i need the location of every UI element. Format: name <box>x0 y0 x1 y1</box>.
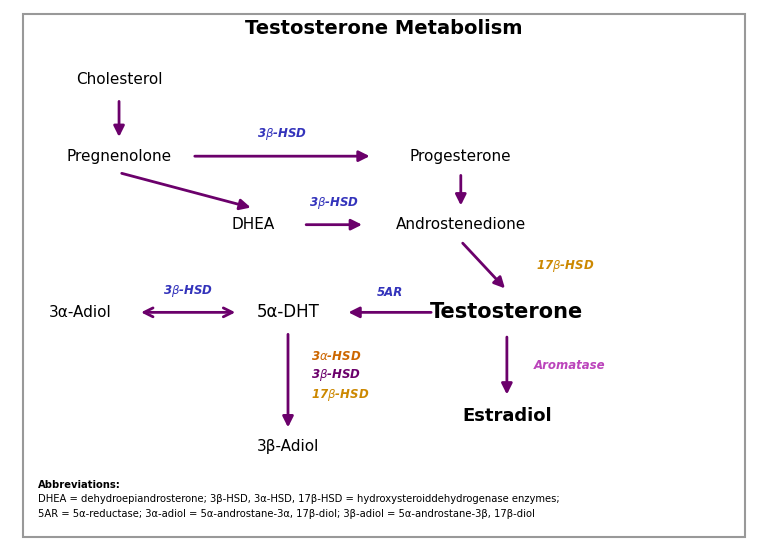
Text: DHEA = dehydroepiandrosterone; 3β-HSD, 3α-HSD, 17β-HSD = hydroxysteroiddehydroge: DHEA = dehydroepiandrosterone; 3β-HSD, 3… <box>38 494 560 504</box>
Text: Pregnenolone: Pregnenolone <box>67 149 171 164</box>
Text: 17$\beta$-HSD: 17$\beta$-HSD <box>311 386 369 403</box>
Text: 5AR = 5α-reductase; 3α-adiol = 5α-androstane-3α, 17β-diol; 3β-adiol = 5α-androst: 5AR = 5α-reductase; 3α-adiol = 5α-andros… <box>38 509 535 518</box>
Text: 17$\beta$-HSD: 17$\beta$-HSD <box>536 258 594 274</box>
Text: Progesterone: Progesterone <box>410 149 511 164</box>
Text: 3$\beta$-HSD: 3$\beta$-HSD <box>257 127 307 142</box>
Text: 5α-DHT: 5α-DHT <box>257 304 319 321</box>
Text: 3α-Adiol: 3α-Adiol <box>49 305 112 320</box>
Text: Androstenedione: Androstenedione <box>396 217 526 232</box>
Text: Aromatase: Aromatase <box>534 359 605 372</box>
Text: 5AR: 5AR <box>376 286 403 299</box>
Text: Testosterone: Testosterone <box>430 302 584 322</box>
Text: 3$\beta$-HSD: 3$\beta$-HSD <box>311 367 361 384</box>
Text: Estradiol: Estradiol <box>462 408 551 425</box>
Text: Testosterone Metabolism: Testosterone Metabolism <box>245 19 523 38</box>
Text: 3β-Adiol: 3β-Adiol <box>257 439 319 454</box>
Text: DHEA: DHEA <box>232 217 275 232</box>
Text: Cholesterol: Cholesterol <box>76 72 162 87</box>
Text: Abbreviations:: Abbreviations: <box>38 480 121 489</box>
Text: 3$\beta$-HSD: 3$\beta$-HSD <box>163 283 214 299</box>
Text: 3$\beta$-HSD: 3$\beta$-HSD <box>309 195 359 211</box>
Text: 3$\alpha$-HSD: 3$\alpha$-HSD <box>311 350 362 363</box>
